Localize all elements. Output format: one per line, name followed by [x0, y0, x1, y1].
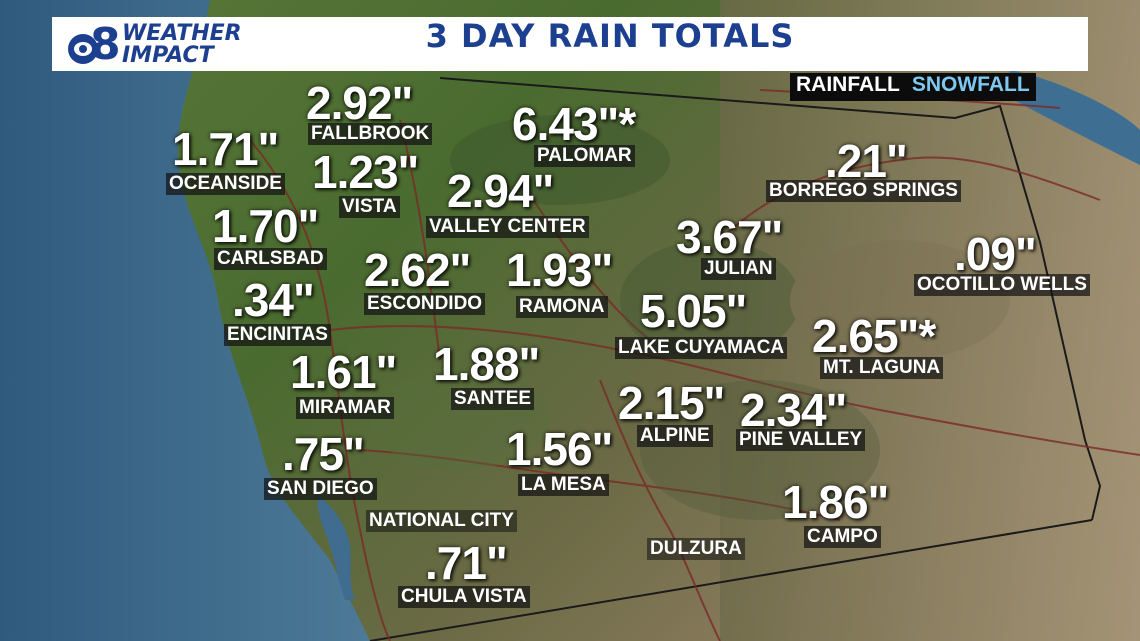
la-mesa-total: 1.56": [506, 423, 613, 475]
la-mesa-label: LA MESA: [518, 474, 609, 496]
lake-cuyamaca-total: 5.05": [640, 285, 747, 337]
miramar-label: MIRAMAR: [296, 397, 394, 419]
borrego-springs-label: BORREGO SPRINGS: [766, 180, 961, 202]
ocean: [0, 0, 370, 641]
desert-region: [720, 0, 1140, 641]
logo-weather-text: WEATHER: [122, 21, 242, 46]
page-title: 3 DAY RAIN TOTALS: [425, 17, 795, 55]
alpine-total: 2.15": [618, 377, 725, 429]
encinitas-total: .34": [232, 274, 315, 326]
san-diego-bay: [317, 495, 355, 600]
oceanside-label: OCEANSIDE: [166, 173, 285, 195]
chula-vista-label: CHULA VISTA: [398, 586, 530, 608]
valley-center-total: 2.94": [447, 165, 554, 217]
pine-valley-label: PINE VALLEY: [736, 429, 866, 451]
precip-type-tabs: RAINFALL SNOWFALL: [790, 73, 1036, 101]
tab-snowfall[interactable]: SNOWFALL: [911, 73, 1030, 96]
mt-laguna-label: MT. LAGUNA: [820, 357, 944, 379]
san-diego-total: .75": [282, 428, 365, 480]
borrego-springs-total: .21": [825, 135, 908, 187]
fallbrook-total: 2.92": [306, 77, 413, 129]
encinitas-label: ENCINITAS: [224, 324, 331, 346]
miramar-total: 1.61": [290, 346, 397, 398]
logo-impact-text: IMPACT: [122, 43, 214, 68]
vista-total: 1.23": [312, 146, 419, 198]
palomar-label: PALOMAR: [534, 145, 635, 167]
chula-vista-total: .71": [425, 537, 508, 589]
ocotillo-wells-total: .09": [954, 228, 1037, 280]
mt-laguna-total: 2.65"*: [812, 310, 936, 362]
san-diego-label: SAN DIEGO: [264, 478, 377, 500]
fallbrook-label: FALLBROOK: [308, 123, 433, 145]
ocotillo-wells-label: OCOTILLO WELLS: [914, 274, 1090, 296]
vista-label: VISTA: [339, 196, 400, 218]
campo-label: CAMPO: [804, 526, 881, 548]
julian-label: JULIAN: [701, 258, 776, 280]
escondido-label: ESCONDIDO: [364, 293, 486, 315]
santee-total: 1.88": [433, 338, 540, 390]
county-border: [369, 77, 1102, 641]
ramona-total: 1.93": [506, 244, 613, 296]
palomar-total: 6.43"*: [512, 98, 636, 150]
dulzura-label: DULZURA: [647, 538, 745, 560]
logo-channel-number: 8: [90, 19, 121, 70]
station-logo: 8 WEATHER IMPACT: [68, 20, 268, 70]
lake-cuyamaca-label: LAKE CUYAMACA: [615, 337, 788, 359]
carlsbad-label: CARLSBAD: [214, 248, 327, 270]
campo-total: 1.86": [782, 476, 889, 528]
salton-sea: [1005, 70, 1140, 165]
carlsbad-total: 1.70": [212, 200, 319, 252]
eye-pupil: [79, 45, 87, 53]
valley-center-label: VALLEY CENTER: [426, 216, 589, 238]
julian-total: 3.67": [676, 211, 783, 263]
oceanside-total: 1.71": [172, 123, 279, 175]
pine-valley-total: 2.34": [740, 384, 847, 436]
alpine-label: ALPINE: [637, 425, 713, 447]
national-city-label: NATIONAL CITY: [366, 510, 517, 532]
escondido-total: 2.62": [364, 244, 471, 296]
santee-label: SANTEE: [451, 388, 535, 410]
tab-rainfall[interactable]: RAINFALL: [796, 73, 900, 96]
ramona-label: RAMONA: [516, 296, 608, 318]
header-bar: [52, 17, 1088, 71]
